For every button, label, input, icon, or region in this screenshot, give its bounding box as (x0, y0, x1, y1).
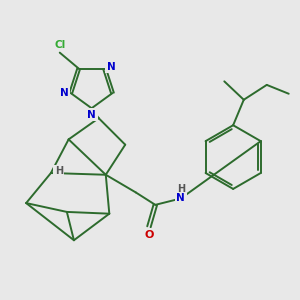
Text: N: N (106, 62, 115, 72)
Text: N: N (176, 194, 185, 203)
Text: N: N (87, 110, 96, 120)
Text: H: H (55, 166, 63, 176)
Text: H: H (177, 184, 186, 194)
Text: Cl: Cl (55, 40, 66, 50)
Text: N: N (60, 88, 69, 98)
Text: O: O (144, 230, 154, 240)
